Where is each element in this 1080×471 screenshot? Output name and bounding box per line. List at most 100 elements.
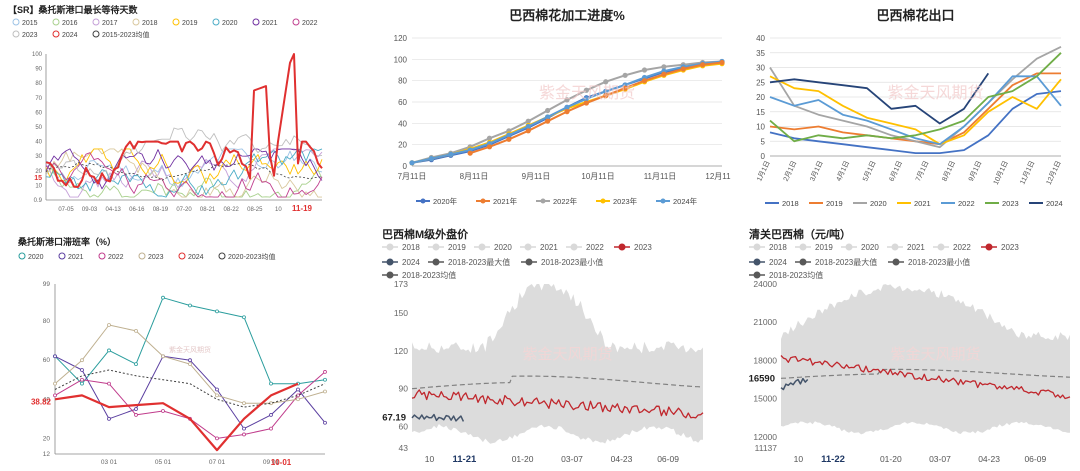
x-tick-label: 2月1日	[782, 159, 798, 182]
data-point	[603, 88, 609, 94]
data-point	[134, 362, 138, 367]
legend-label: 2021年	[493, 196, 518, 206]
x-tick-label: 07-20	[176, 207, 192, 213]
legend-marker	[660, 198, 666, 204]
legend-label: 2022	[108, 254, 124, 261]
x-tick-label: 6月1日	[888, 159, 904, 182]
series-line-2015	[45, 148, 323, 187]
y-tick-label: 12	[43, 451, 51, 458]
legend-marker	[540, 198, 546, 204]
data-point	[700, 62, 706, 68]
data-point	[134, 328, 138, 333]
chart-title: 【SR】桑托斯港口最长等待天数	[8, 4, 139, 15]
x-tick-label: 05 01	[155, 459, 172, 466]
current-value-label: 67.19	[382, 412, 406, 423]
data-point	[448, 151, 454, 157]
data-point	[269, 426, 273, 431]
data-point	[525, 123, 531, 130]
legend-label: 2020-2023均值	[228, 252, 275, 261]
chart-title: 桑托斯港口滞班率（%）	[17, 236, 116, 247]
data-point	[323, 420, 327, 425]
y-tick-label: 173	[394, 279, 408, 289]
series-line-2022	[54, 371, 326, 439]
legend-label: 2022	[958, 199, 975, 208]
legend-label: 2024	[769, 258, 787, 267]
x-tick-label: 08-19	[153, 207, 169, 213]
series-line-mean	[54, 369, 326, 408]
chart-title: 清关巴西棉（元/吨）	[749, 227, 851, 241]
y-tick-label: 60	[398, 98, 407, 107]
y-tick-label: 0	[403, 162, 408, 171]
legend-label: 2020	[870, 199, 887, 208]
data-point	[188, 358, 192, 363]
legend-label: 2024	[62, 32, 78, 39]
chart-title: 巴西棉花出口	[876, 8, 954, 23]
data-point	[215, 309, 219, 314]
legend-marker	[138, 252, 146, 260]
data-point	[80, 358, 84, 363]
series-line-2017	[45, 148, 323, 198]
legend-label: 2019	[826, 199, 843, 208]
y-tick-label: 10	[35, 183, 42, 189]
y-tick-label: 10	[756, 123, 765, 132]
x-tick-label: 07-05	[58, 207, 74, 213]
data-point	[53, 393, 57, 398]
y-tick-label: 35	[756, 49, 765, 58]
santos-delay-rate-chart: 桑托斯港口滞班率（%） 2020 2021 2022 2023 2024 2020-2023…	[0, 232, 335, 467]
data-point	[296, 387, 300, 392]
range-band	[781, 284, 1070, 435]
x-tick-label: 06-09	[657, 454, 679, 464]
legend-label: 2020年	[433, 196, 458, 206]
series-line-2024	[411, 413, 465, 422]
legend-label: 2015	[22, 20, 38, 27]
legend-label: 2018	[402, 243, 420, 252]
y-tick-label: 20	[398, 141, 407, 150]
data-point	[680, 66, 686, 72]
x-tick-label: 08-25	[247, 207, 263, 213]
x-tick-label: 09-03	[82, 207, 98, 213]
series-line-2021年	[469, 61, 723, 155]
data-point	[269, 413, 273, 417]
cleared-brazil-cotton-price-svg: 清关巴西棉（元/吨） 2018 2019 2020 2021 2022 2023 2024 20…	[737, 227, 1071, 465]
data-point	[622, 85, 628, 91]
data-point	[583, 87, 589, 93]
legend-label: 2018-2023最小值	[541, 257, 603, 267]
legend-marker	[525, 258, 533, 266]
data-point	[107, 348, 111, 353]
legend-marker	[600, 198, 606, 204]
legend-label: 2021	[907, 243, 925, 252]
legend-label: 2015-2023均值	[102, 30, 149, 39]
x-tick-label: 11-22	[821, 454, 845, 465]
data-point	[161, 409, 165, 413]
data-point	[323, 370, 327, 374]
legend-label: 2019	[448, 243, 466, 252]
y-tick-label: 80	[398, 77, 407, 86]
series-line-2024	[54, 382, 299, 452]
data-point	[486, 135, 493, 141]
y-tick-label: 25	[756, 78, 765, 87]
x-tick-label: 03 01	[101, 459, 118, 466]
data-point	[134, 407, 138, 411]
legend-marker	[478, 243, 486, 251]
y-tick-label: 60	[43, 357, 51, 364]
legend-marker	[985, 243, 993, 251]
legend-label: 2023	[148, 254, 164, 261]
data-point	[467, 150, 473, 156]
legend-label: 2018-2023最大值	[448, 257, 510, 267]
data-point	[506, 136, 512, 142]
x-tick-label: 11月1日	[1018, 159, 1036, 185]
legend-label: 2020	[28, 254, 44, 261]
x-tick-label: 1月1日	[755, 159, 771, 182]
x-tick-label: 10	[794, 454, 804, 464]
legend-label: 2018-2023均值	[769, 270, 823, 280]
x-tick-label: 5月1日	[861, 159, 877, 182]
x-tick-label: 4月1日	[835, 159, 851, 182]
data-point	[506, 132, 512, 138]
legend-marker	[799, 258, 807, 266]
legend-marker	[570, 243, 578, 251]
legend-marker	[845, 243, 853, 251]
x-tick-label: 12月1日	[1045, 159, 1063, 186]
y-tick-label: 60	[35, 110, 42, 116]
data-point	[545, 107, 551, 114]
